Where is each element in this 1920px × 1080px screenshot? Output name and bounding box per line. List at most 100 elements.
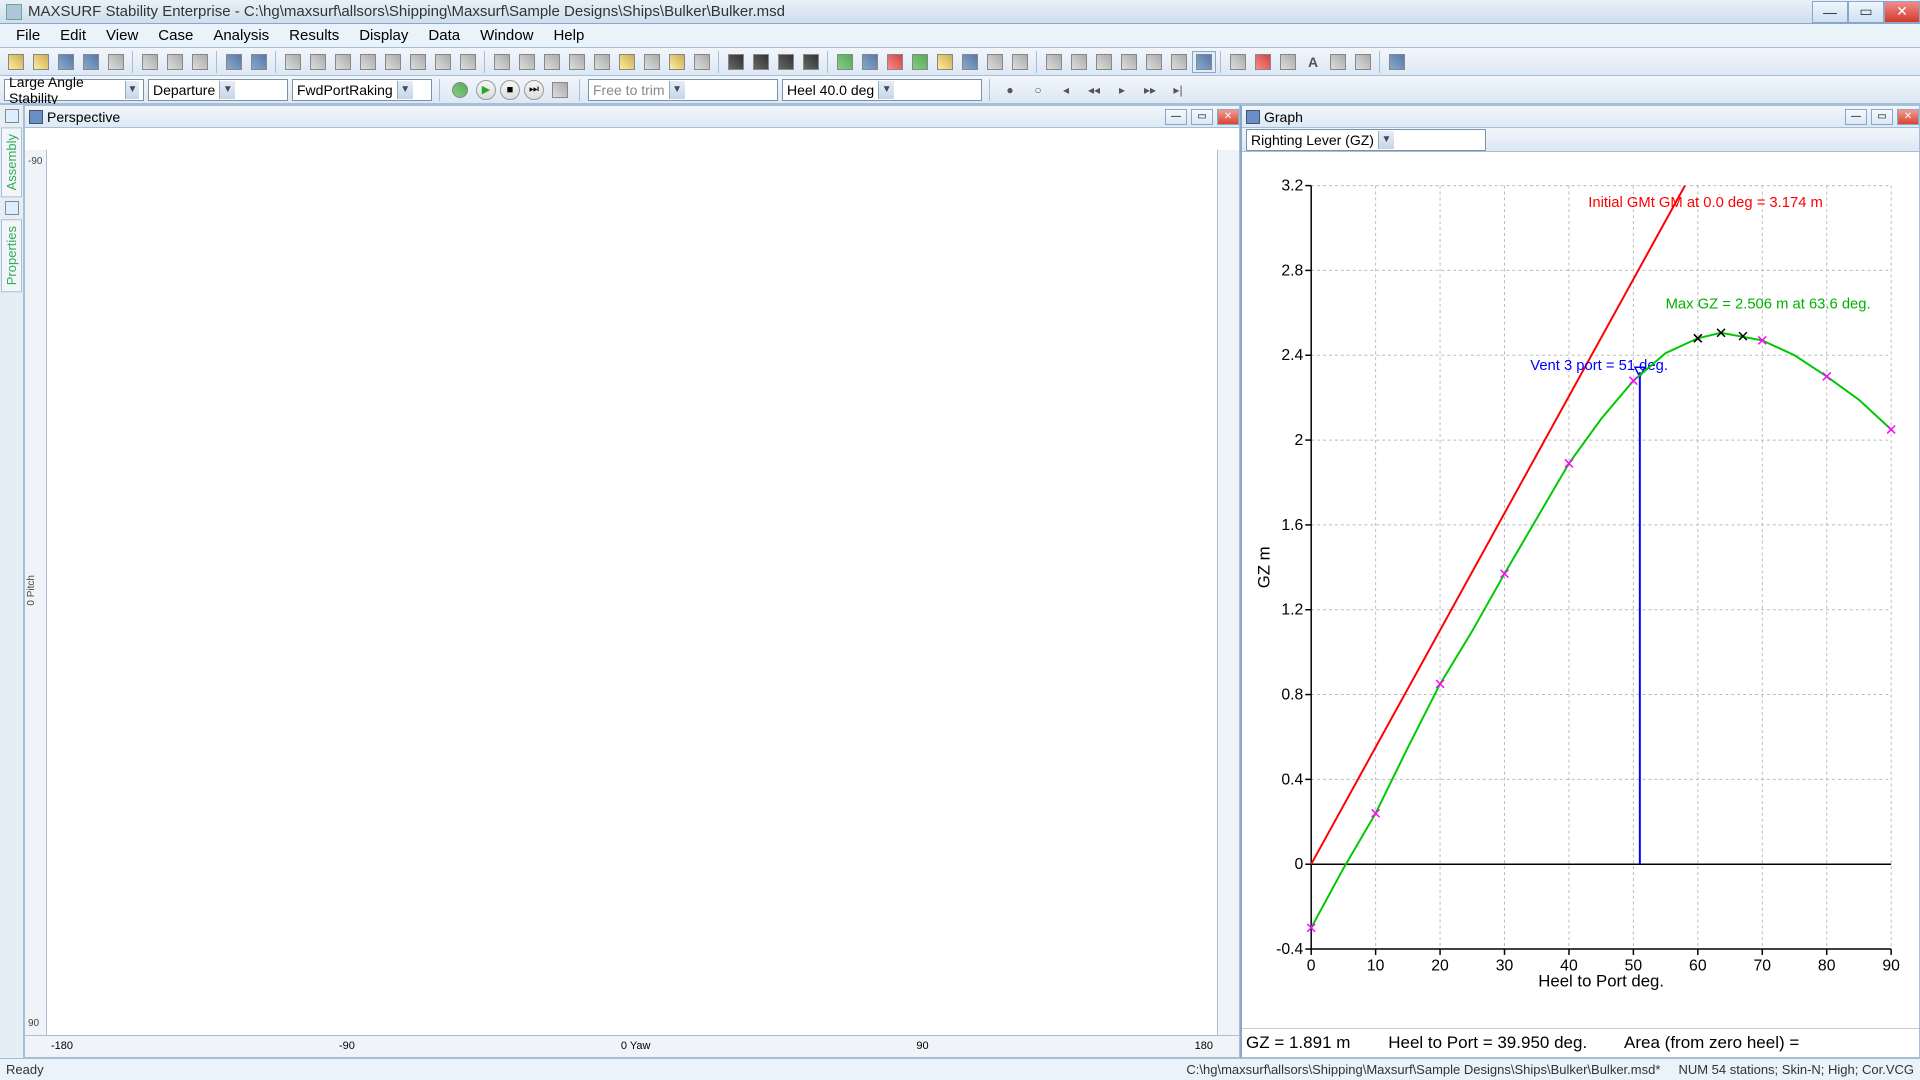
tb-zoom6[interactable]	[640, 51, 664, 73]
menu-results[interactable]: Results	[279, 25, 349, 46]
tb-ann4[interactable]: A	[1301, 51, 1325, 73]
tb-zoom7[interactable]	[665, 51, 689, 73]
tb-c3[interactable]	[883, 51, 907, 73]
vcr-2[interactable]: ◂	[1054, 79, 1078, 101]
toolbar-combos: Large Angle Stability ▼ Departure ▼ FwdP…	[0, 76, 1920, 104]
tb-zoom3[interactable]	[540, 51, 564, 73]
tb-c8[interactable]	[1008, 51, 1032, 73]
combo-condition-value: Departure	[153, 82, 215, 98]
combo-trim[interactable]: Free to trim ▼	[588, 79, 778, 101]
tb-zoom4[interactable]	[565, 51, 589, 73]
panel-max-button[interactable]: ▭	[1191, 109, 1213, 125]
tb-w4[interactable]	[1117, 51, 1141, 73]
tb-home[interactable]	[615, 51, 639, 73]
tb-redo[interactable]	[247, 51, 271, 73]
combo-heel[interactable]: Heel 40.0 deg ▼	[782, 79, 982, 101]
tb-d1[interactable]	[724, 51, 748, 73]
nav-pause[interactable]: ■	[500, 80, 520, 100]
tb-w6[interactable]	[1167, 51, 1191, 73]
vcr-5[interactable]: ▸▸	[1138, 79, 1162, 101]
sidetab-properties[interactable]: Properties	[1, 219, 22, 292]
panel-close-button[interactable]: ✕	[1217, 109, 1239, 125]
tb-ann6[interactable]	[1351, 51, 1375, 73]
svg-text:30: 30	[1496, 958, 1514, 975]
tb-new[interactable]	[4, 51, 28, 73]
tb-w1[interactable]	[1042, 51, 1066, 73]
vcr-rec[interactable]: ●	[998, 79, 1022, 101]
tb-w7-active[interactable]	[1192, 51, 1216, 73]
tb-zoom2[interactable]	[515, 51, 539, 73]
minimize-button[interactable]: —	[1812, 1, 1848, 23]
tb-v3[interactable]	[331, 51, 355, 73]
tb-v1[interactable]	[281, 51, 305, 73]
menu-data[interactable]: Data	[418, 25, 470, 46]
tb-zoom8[interactable]	[690, 51, 714, 73]
tb-v6[interactable]	[406, 51, 430, 73]
combo-raking[interactable]: FwdPortRaking ▼	[292, 79, 432, 101]
tb-help[interactable]	[1385, 51, 1409, 73]
panel-close-button[interactable]: ✕	[1897, 109, 1919, 125]
maximize-button[interactable]: ▭	[1848, 1, 1884, 23]
menu-window[interactable]: Window	[470, 25, 543, 46]
tb-c5[interactable]	[933, 51, 957, 73]
tb-v7[interactable]	[431, 51, 455, 73]
tb-c4[interactable]	[908, 51, 932, 73]
tb-v5[interactable]	[381, 51, 405, 73]
tb-w3[interactable]	[1092, 51, 1116, 73]
tb-ann5[interactable]	[1326, 51, 1350, 73]
nav-play[interactable]: ▶	[476, 80, 496, 100]
vcr-6[interactable]: ▸|	[1166, 79, 1190, 101]
tb-ann1[interactable]	[1226, 51, 1250, 73]
graph-area[interactable]: 0102030405060708090-0.400.40.81.21.622.4…	[1242, 152, 1919, 1028]
vcr-4[interactable]: ▸	[1110, 79, 1134, 101]
menu-display[interactable]: Display	[349, 25, 418, 46]
close-button[interactable]: ✕	[1884, 1, 1920, 23]
nav-refresh[interactable]	[448, 79, 472, 101]
nav-list[interactable]	[548, 79, 572, 101]
tb-saveall[interactable]	[79, 51, 103, 73]
tb-open[interactable]	[29, 51, 53, 73]
vcr-1[interactable]: ○	[1026, 79, 1050, 101]
menu-view[interactable]: View	[96, 25, 148, 46]
tb-v2[interactable]	[306, 51, 330, 73]
tb-d4[interactable]	[799, 51, 823, 73]
panel-min-button[interactable]: —	[1845, 109, 1867, 125]
tb-undo[interactable]	[222, 51, 246, 73]
tb-save[interactable]	[54, 51, 78, 73]
tb-v4[interactable]	[356, 51, 380, 73]
panel-max-button[interactable]: ▭	[1871, 109, 1893, 125]
tb-c7[interactable]	[983, 51, 1007, 73]
tb-d3[interactable]	[774, 51, 798, 73]
nav-step[interactable]: ⏭	[524, 80, 544, 100]
tb-ann2[interactable]	[1251, 51, 1275, 73]
panel-min-button[interactable]: —	[1165, 109, 1187, 125]
tb-v8[interactable]	[456, 51, 480, 73]
tb-c6[interactable]	[958, 51, 982, 73]
tb-paste[interactable]	[188, 51, 212, 73]
combo-stability-type[interactable]: Large Angle Stability ▼	[4, 79, 144, 101]
sidetab-assembly[interactable]: Assembly	[1, 127, 22, 197]
menu-help[interactable]: Help	[543, 25, 594, 46]
tb-print[interactable]	[104, 51, 128, 73]
tb-w2[interactable]	[1067, 51, 1091, 73]
tb-w5[interactable]	[1142, 51, 1166, 73]
pin-icon[interactable]	[5, 109, 19, 123]
combo-condition[interactable]: Departure ▼	[148, 79, 288, 101]
status-info: NUM 54 stations; Skin-N; High; Cor.VCG	[1678, 1062, 1914, 1077]
tb-zoom5[interactable]	[590, 51, 614, 73]
tb-ann3[interactable]	[1276, 51, 1300, 73]
vcr-3[interactable]: ◂◂	[1082, 79, 1106, 101]
tb-copy[interactable]	[163, 51, 187, 73]
tb-zoom1[interactable]	[490, 51, 514, 73]
menu-file[interactable]: File	[6, 25, 50, 46]
perspective-panel: Perspective — ▭ ✕ -90 0 Pitch 90	[24, 105, 1240, 1058]
tb-cut[interactable]	[138, 51, 162, 73]
menu-edit[interactable]: Edit	[50, 25, 96, 46]
tb-c2[interactable]	[858, 51, 882, 73]
tb-d2[interactable]	[749, 51, 773, 73]
tb-c1[interactable]	[833, 51, 857, 73]
menu-analysis[interactable]: Analysis	[203, 25, 279, 46]
menu-case[interactable]: Case	[148, 25, 203, 46]
pin-icon[interactable]	[5, 201, 19, 215]
combo-graph-type[interactable]: Righting Lever (GZ) ▼	[1246, 129, 1486, 151]
